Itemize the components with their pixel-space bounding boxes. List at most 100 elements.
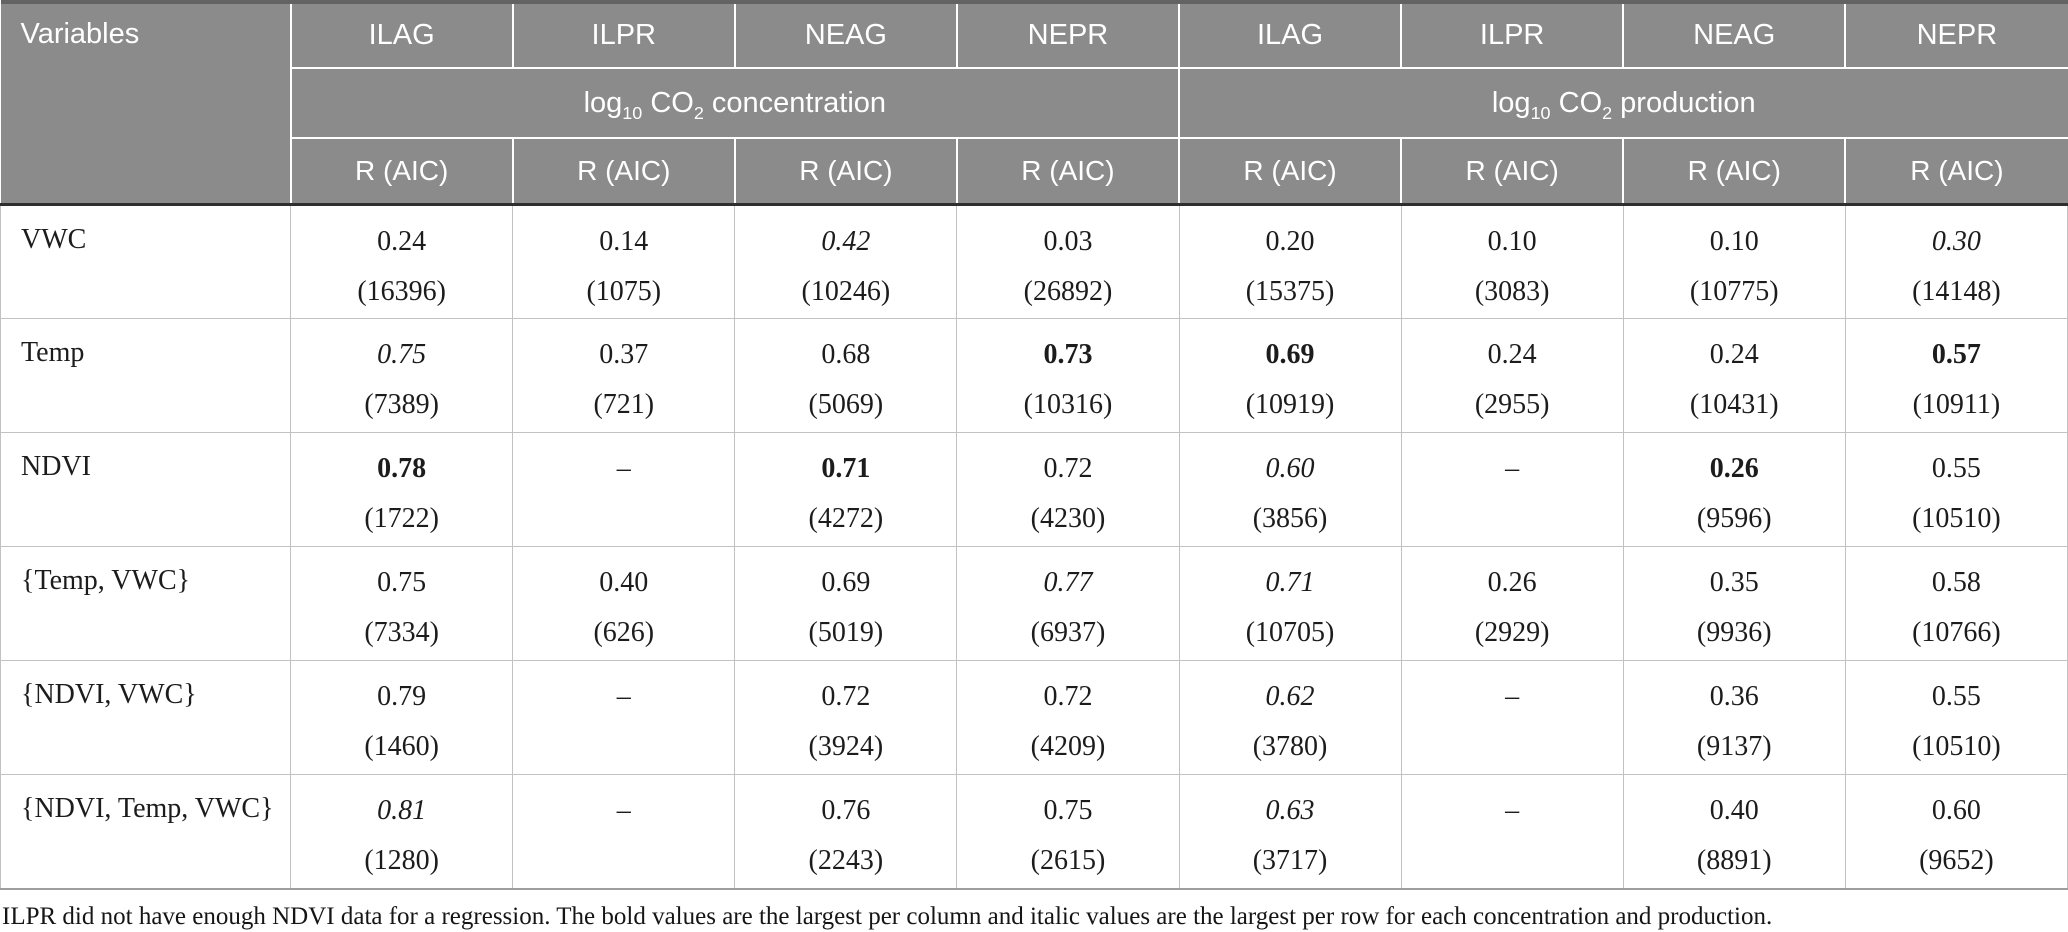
stat-header-row: R (AIC) R (AIC) R (AIC) R (AIC) R (AIC) … [1,138,2068,206]
aic-value: (8891) [1696,845,1772,876]
r-aic-cell: 0.03 (26892) [956,204,1180,319]
aic-value: (3856) [1252,503,1328,534]
aic-value: (626) [593,617,655,648]
r-aic-cell: 0.75 (7389) [290,318,514,433]
aic-value: (3083) [1474,276,1550,307]
r-value: 0.26 [1487,567,1537,598]
aic-value: (2243) [808,845,884,876]
aic-value: (9652) [1919,845,1994,876]
r-aic-cell: 0.36 (9137) [1622,660,1846,775]
r-aic-cell: 0.30 (14148) [1844,204,2068,319]
table-body: VWC 0.24 (16396) 0.14 (1075) 0.42 (10246) 0.03 (… [0,204,2068,890]
aic-value: (10775) [1689,276,1779,307]
site-header-ilpr-production: ILPR [1401,2,1625,69]
r-value: 0.24 [1709,339,1759,370]
stat-header: R (AIC) [512,138,736,206]
site-header-ilag-production: ILAG [1179,2,1403,69]
table-footnote: ILPR did not have enough NDVI data for a… [2,902,1773,930]
r-value: 0.68 [821,339,871,370]
r-aic-cell: 0.57 (10911) [1844,318,2068,433]
r-aic-cell: 0.69 (10919) [1178,318,1402,433]
r-aic-cell: – [1400,660,1624,775]
r-value: 0.72 [1043,453,1093,484]
r-value: 0.72 [1043,681,1093,712]
aic-value: (26892) [1023,276,1113,307]
stat-header: R (AIC) [1179,138,1403,206]
r-aic-cell: 0.26 (9596) [1622,432,1846,547]
stat-header: R (AIC) [1623,138,1847,206]
aic-value: (10246) [801,276,891,307]
aic-value: (10919) [1245,389,1335,420]
variable-cell: {Temp, VWC} [0,546,292,661]
r-value: 0.81 [377,795,427,826]
r-aic-cell: 0.42 (10246) [734,204,958,319]
r-value: 0.14 [599,226,649,257]
r-value: 0.20 [1265,226,1315,257]
regression-table: Variables ILAG ILPR NEAG NEPR ILAG ILPR … [0,0,2068,890]
aic-value: (16396) [357,276,446,307]
r-aic-cell: 0.35 (9936) [1622,546,1846,661]
group-header-co2-concentration: log10 CO2 concentration [290,68,1181,139]
r-aic-cell: 0.10 (3083) [1400,204,1624,319]
aic-value: (7334) [364,617,439,648]
site-header-ilag-concentration: ILAG [290,2,514,69]
aic-value: (9137) [1696,731,1772,762]
aic-value: (10316) [1023,389,1113,420]
r-value: 0.76 [821,795,871,826]
r-aic-cell: 0.73 (10316) [956,318,1180,433]
r-value: – [616,453,631,484]
aic-value: (10510) [1912,503,2001,534]
r-aic-cell: 0.24 (10431) [1622,318,1846,433]
variables-column-header: Variables [0,2,292,206]
aic-value: (10705) [1245,617,1335,648]
r-value: 0.78 [377,453,427,484]
stat-header: R (AIC) [1401,138,1625,206]
r-aic-cell: 0.37 (721) [512,318,736,433]
r-value: 0.75 [377,339,427,370]
aic-value: (721) [593,389,655,420]
site-header-neag-production: NEAG [1623,2,1847,69]
r-aic-cell: 0.62 (3780) [1178,660,1402,775]
aic-value: (14148) [1912,276,2001,307]
aic-value: (7389) [364,389,439,420]
variable-cell: {NDVI, VWC} [0,660,292,775]
r-aic-cell: 0.26 (2929) [1400,546,1624,661]
r-aic-cell: 0.24 (16396) [290,204,514,319]
r-aic-cell: 0.72 (4230) [956,432,1180,547]
r-aic-cell: 0.40 (626) [512,546,736,661]
r-value: 0.55 [1931,453,1981,484]
r-aic-cell: 0.69 (5019) [734,546,958,661]
r-aic-cell: 0.77 (6937) [956,546,1180,661]
r-value: 0.35 [1709,567,1759,598]
stat-header: R (AIC) [956,138,1181,206]
r-aic-cell: 0.71 (10705) [1178,546,1402,661]
r-value: 0.10 [1487,226,1537,257]
site-header-neag-concentration: NEAG [734,2,958,69]
r-value: 0.57 [1931,339,1981,370]
r-aic-cell: – [512,432,736,547]
r-value: 0.71 [821,453,871,484]
r-value: 0.37 [599,339,649,370]
aic-value: (1460) [364,731,439,762]
r-value: 0.10 [1709,226,1759,257]
r-aic-cell: 0.60 (9652) [1844,774,2068,890]
variable-cell: {NDVI, Temp, VWC} [0,774,292,890]
r-aic-cell: 0.40 (8891) [1622,774,1846,890]
r-value: 0.79 [377,681,427,712]
aic-value: (9936) [1696,617,1772,648]
aic-value: (4230) [1030,503,1106,534]
r-aic-cell: 0.55 (10510) [1844,660,2068,775]
r-value: – [1505,681,1520,712]
aic-value: (3924) [808,731,884,762]
aic-value: (9596) [1696,503,1772,534]
r-aic-cell: 0.58 (10766) [1844,546,2068,661]
variable-cell: VWC [0,204,292,319]
aic-value: (5019) [808,617,884,648]
aic-value: (1280) [364,845,439,876]
aic-value: (2615) [1030,845,1106,876]
aic-value: (4272) [808,503,884,534]
aic-value: (10431) [1689,389,1779,420]
aic-value: (4209) [1030,731,1106,762]
r-value: 0.73 [1043,339,1093,370]
r-aic-cell: 0.20 (15375) [1178,204,1402,319]
